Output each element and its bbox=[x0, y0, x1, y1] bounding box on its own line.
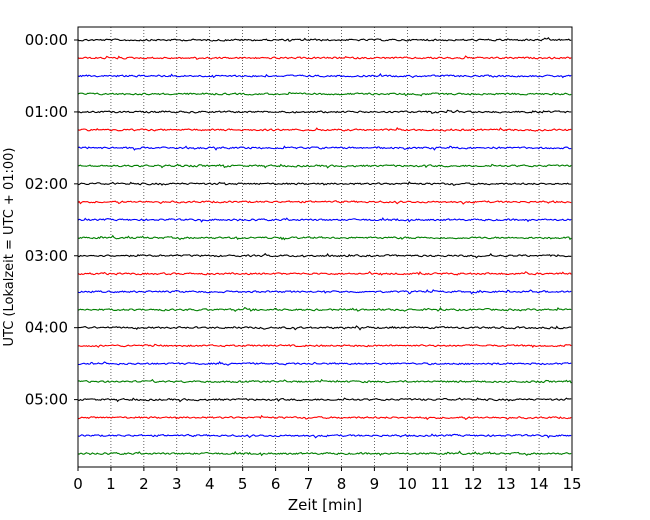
seismic-trace bbox=[77, 378, 572, 384]
y-axis: 00:00 01:00 02:00 03:00 04:00 05:00 bbox=[25, 31, 78, 409]
x-tick-label: 12 bbox=[464, 475, 483, 493]
seismic-trace bbox=[77, 270, 572, 276]
seismic-trace bbox=[77, 343, 572, 349]
seismic-trace bbox=[77, 252, 572, 259]
x-tick-label: 13 bbox=[497, 475, 516, 493]
x-axis: 0 1 2 3 4 5 6 7 8 9 10 11 12 13 14 15 bbox=[73, 467, 582, 493]
seismic-trace bbox=[77, 55, 572, 60]
x-tick-label: 11 bbox=[431, 475, 450, 493]
x-tick-label: 10 bbox=[398, 475, 417, 493]
seismic-trace bbox=[77, 325, 572, 331]
seismic-trace bbox=[77, 200, 572, 205]
y-tick-label: 01:00 bbox=[25, 103, 68, 121]
y-tick-label: 03:00 bbox=[25, 247, 68, 265]
x-tick-label: 9 bbox=[370, 475, 380, 493]
x-tick-label: 3 bbox=[172, 475, 182, 493]
trace-group bbox=[77, 37, 572, 457]
y-tick-label: 02:00 bbox=[25, 175, 68, 193]
seismic-trace bbox=[77, 73, 572, 79]
seismic-trace bbox=[77, 37, 572, 42]
seismic-trace bbox=[77, 361, 572, 366]
seismic-trace bbox=[77, 414, 572, 421]
plot-frame bbox=[77, 26, 573, 468]
x-tick-label: 0 bbox=[73, 475, 83, 493]
x-axis-label: Zeit [min] bbox=[288, 496, 362, 514]
x-tick-label: 15 bbox=[562, 475, 581, 493]
x-tick-label: 7 bbox=[304, 475, 314, 493]
seismic-trace bbox=[77, 109, 572, 114]
x-tick-label: 8 bbox=[337, 475, 347, 493]
x-tick-label: 2 bbox=[139, 475, 149, 493]
x-tick-label: 4 bbox=[205, 475, 215, 493]
seismic-trace bbox=[77, 126, 572, 132]
seismic-trace bbox=[77, 217, 572, 223]
x-tick-label: 6 bbox=[271, 475, 281, 493]
y-tick-label: 00:00 bbox=[25, 31, 68, 49]
x-tick-label: 5 bbox=[238, 475, 248, 493]
seismic-trace bbox=[77, 289, 572, 295]
seismic-trace bbox=[77, 234, 572, 241]
seismic-trace bbox=[77, 181, 572, 186]
x-tick-label: 1 bbox=[106, 475, 116, 493]
seismic-trace bbox=[77, 397, 572, 403]
seismic-trace bbox=[77, 450, 572, 457]
seismic-trace bbox=[77, 145, 572, 151]
vertical-grid bbox=[110, 27, 540, 467]
seismic-trace bbox=[77, 306, 572, 313]
y-axis-label: UTC (Lokalzeit = UTC + 01:00) bbox=[2, 148, 17, 347]
y-tick-label: 05:00 bbox=[25, 391, 68, 409]
seismic-trace bbox=[77, 163, 572, 169]
y-tick-label: 04:00 bbox=[25, 319, 68, 337]
x-tick-label: 14 bbox=[530, 475, 549, 493]
seismic-trace bbox=[77, 91, 572, 97]
seismic-trace bbox=[77, 433, 572, 439]
